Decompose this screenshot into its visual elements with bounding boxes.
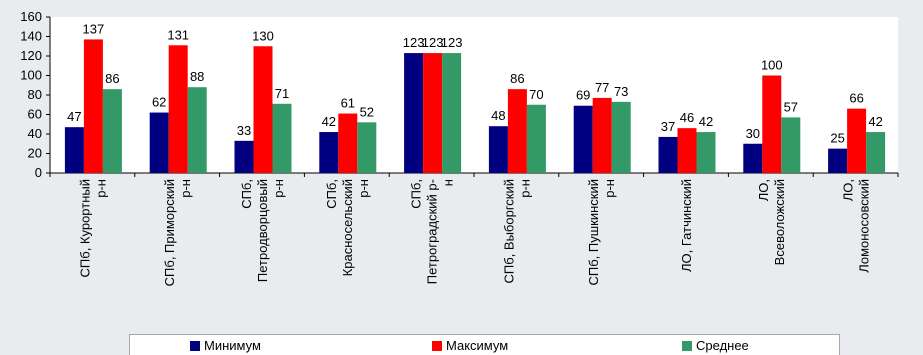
data-label-min: 25 (830, 131, 844, 146)
bar-max (168, 45, 188, 173)
legend-item-max: Максимум (432, 338, 508, 353)
bar-max (592, 97, 612, 173)
bar-avg (102, 89, 122, 173)
bar-max (253, 46, 273, 173)
bar-avg (187, 87, 207, 173)
data-label-max: 66 (849, 91, 863, 106)
category-label: СПб,Петродворцовыйр-н (239, 179, 286, 282)
y-tick-label: 60 (28, 107, 42, 122)
data-label-max: 46 (680, 110, 694, 125)
bar-min (573, 105, 593, 173)
data-label-min: 30 (746, 126, 760, 141)
data-label-max: 100 (761, 58, 783, 73)
y-tick-label: 40 (28, 126, 42, 141)
y-tick-label: 120 (20, 48, 42, 63)
category-label: СПб, Пушкинскийр-н (586, 179, 617, 286)
data-label-min: 33 (237, 123, 251, 138)
bar-min (149, 112, 169, 173)
data-label-min: 37 (661, 119, 675, 134)
data-label-max: 61 (341, 96, 355, 111)
legend: Минимум Максимум Среднее (129, 334, 840, 355)
y-tick-label: 0 (35, 165, 42, 180)
data-label-min: 48 (491, 108, 505, 123)
bar-max (338, 113, 358, 173)
data-label-min: 42 (322, 114, 336, 129)
data-labels: 4713786621318833130714261521231231234886… (67, 21, 883, 145)
data-label-avg: 57 (784, 99, 798, 114)
category-label: СПб, Приморскийр-н (162, 179, 193, 286)
bar-avg (526, 104, 546, 173)
bar-min (743, 143, 763, 173)
data-label-avg: 88 (190, 69, 204, 84)
bar-max (83, 39, 103, 173)
category-label: ЛО, Гатчинский (679, 179, 694, 272)
bar-max (507, 89, 527, 173)
bar-min (234, 140, 254, 173)
bar-min (319, 132, 339, 173)
legend-swatch-avg (682, 340, 692, 351)
data-label-min: 69 (576, 88, 590, 103)
y-tick-label: 160 (20, 9, 42, 24)
y-tick-label: 80 (28, 87, 42, 102)
bar-avg (442, 53, 462, 174)
category-label: СПб,Красносельскийр-н (324, 179, 371, 276)
bar-avg (357, 122, 377, 173)
data-label-avg: 42 (699, 114, 713, 129)
bar-min (64, 127, 84, 173)
y-tick-label: 20 (28, 146, 42, 161)
category-labels: СПб, Курортныйр-н СПб, Приморскийр-н СПб,П… (77, 179, 871, 286)
bar-max (677, 128, 697, 173)
legend-label-min: Минимум (204, 338, 261, 353)
legend-swatch-max (432, 340, 442, 351)
bar-min (404, 53, 424, 174)
data-label-max: 130 (252, 28, 274, 43)
category-label: СПб, Выборгскийр-н (501, 179, 532, 284)
data-label-max: 77 (595, 80, 609, 95)
data-label-min: 47 (67, 109, 81, 124)
bar-min (828, 148, 848, 173)
data-label-avg: 42 (868, 114, 882, 129)
bar-max (847, 108, 867, 173)
data-label-max: 137 (83, 21, 105, 36)
category-label: ЛО,Ломоносовский (841, 179, 872, 273)
bar-min (658, 136, 678, 173)
y-tick-label: 100 (20, 68, 42, 83)
legend-label-max: Максимум (446, 338, 509, 353)
legend-swatch-min (190, 340, 200, 351)
y-tick-label: 140 (20, 29, 42, 44)
data-label-max: 86 (510, 71, 524, 86)
legend-item-min: Минимум (190, 338, 261, 353)
bar-min (488, 126, 508, 173)
legend-item-avg: Среднее (682, 338, 749, 353)
data-label-avg: 52 (360, 104, 374, 119)
bar-avg (866, 132, 886, 173)
bar-avg (611, 101, 631, 173)
data-label-avg: 86 (105, 71, 119, 86)
category-label: СПб,Петроградский р-н (409, 179, 456, 284)
bar-avg (781, 117, 801, 173)
data-label-avg: 70 (529, 87, 543, 102)
category-label: СПб, Курортныйр-н (77, 179, 108, 277)
bar-max (762, 75, 782, 173)
data-label-avg: 73 (614, 84, 628, 99)
data-label-max: 123 (422, 35, 444, 50)
bars (64, 39, 886, 174)
data-label-avg: 71 (275, 86, 289, 101)
bar-avg (272, 103, 292, 173)
data-label-min: 62 (152, 95, 166, 110)
legend-label-avg: Среднее (696, 338, 749, 353)
data-label-avg: 123 (441, 35, 463, 50)
bar-max (423, 53, 443, 174)
category-label: ЛО,Всеволожский (756, 179, 787, 265)
data-label-min: 123 (403, 35, 425, 50)
data-label-max: 131 (167, 27, 189, 42)
bar-avg (696, 132, 716, 173)
